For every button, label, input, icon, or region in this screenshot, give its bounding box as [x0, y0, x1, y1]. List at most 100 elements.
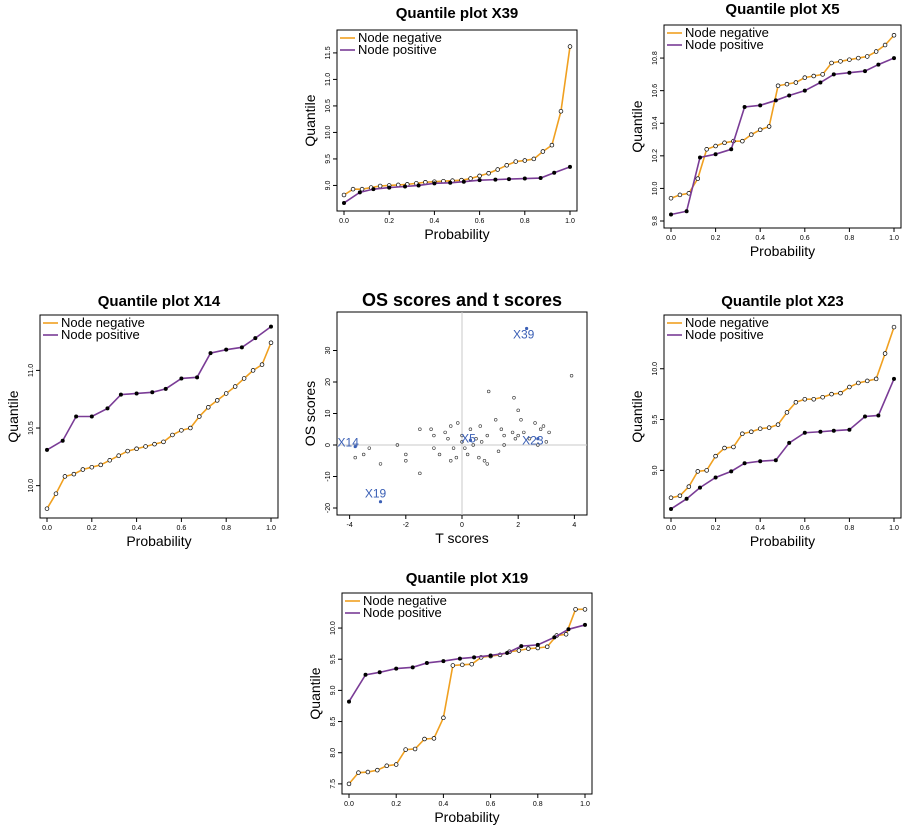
- data-point-node-positive: [493, 177, 498, 182]
- data-point-node-positive: [472, 655, 477, 660]
- scatter-point: [418, 471, 422, 476]
- scatter-point: [496, 449, 501, 453]
- data-point-node-negative: [829, 391, 834, 397]
- data-point-node-negative: [704, 147, 709, 152]
- chart-title: OS scores and t scores: [362, 290, 562, 310]
- scatter-point: [477, 455, 481, 460]
- legend-label: Node negative: [358, 30, 442, 45]
- x-tick-label: 0.8: [221, 525, 231, 532]
- data-point-node-positive: [60, 438, 65, 443]
- data-point-node-negative: [775, 83, 781, 89]
- data-point-node-negative: [365, 769, 371, 775]
- chart-title: Quantile plot X19: [406, 570, 529, 587]
- data-point-node-positive: [195, 375, 200, 380]
- data-point-node-positive: [831, 72, 836, 77]
- data-point-node-positive: [669, 506, 673, 511]
- x-tick-label: 1.0: [565, 218, 575, 225]
- data-point-node-positive: [697, 485, 702, 490]
- scatter-point: [378, 462, 383, 466]
- scatter-point: [463, 446, 467, 450]
- y-tick-label: 11.0: [325, 73, 332, 86]
- data-point-node-positive: [371, 187, 376, 192]
- data-point-node-positive: [552, 635, 557, 640]
- plot-frame: [336, 29, 578, 212]
- y-tick-label: 8.0: [330, 748, 337, 758]
- data-point-node-negative: [713, 143, 718, 149]
- data-point-node-negative: [563, 632, 569, 637]
- data-point-node-negative: [757, 426, 763, 431]
- data-point-node-negative: [450, 663, 456, 668]
- data-point-node-positive: [742, 461, 747, 466]
- y-tick-label: 10.0: [330, 621, 337, 635]
- data-point-node-negative: [375, 767, 380, 773]
- data-point-node-negative: [713, 453, 718, 459]
- data-point-node-negative: [873, 376, 879, 382]
- scatter-point: [471, 443, 475, 447]
- chart-title: Quantile plot X39: [396, 5, 519, 22]
- legend-label: Node negative: [61, 315, 145, 330]
- x-tick-label: -4: [347, 522, 353, 529]
- data-point-node-negative: [847, 384, 852, 390]
- y-axis-title: Quantile: [5, 390, 21, 442]
- legend-label: Node negative: [685, 315, 769, 330]
- legend-label: Node negative: [685, 25, 769, 40]
- y-tick-label: 10.6: [652, 84, 659, 98]
- data-point-node-negative: [766, 124, 772, 129]
- chart-panel-x23: Quantile plot X23 0.0 0.2 0.4 0.6 0.8 1.0 9.0 9.…: [629, 293, 902, 549]
- data-point-node-positive: [457, 656, 462, 661]
- data-point-node-positive: [347, 699, 351, 704]
- scatter-point: [429, 427, 433, 431]
- data-point-node-negative: [838, 59, 843, 64]
- x-tick-label: 0.4: [439, 801, 449, 808]
- data-point-node-positive: [669, 212, 673, 217]
- data-point-node-negative: [468, 176, 473, 181]
- y-tick-label: 9.5: [330, 654, 337, 664]
- scatter-point: [485, 433, 489, 438]
- data-point-node-positive: [684, 209, 689, 214]
- series-line-node-positive: [348, 624, 586, 703]
- data-point-node-negative: [495, 167, 500, 172]
- scatter-point: [446, 437, 450, 441]
- point-label-x23: X23: [522, 434, 544, 448]
- data-point-node-positive: [432, 181, 437, 186]
- x-axis-title: T scores: [435, 530, 488, 546]
- data-point-node-positive: [208, 351, 213, 356]
- point-label-x5: X5: [461, 431, 476, 445]
- x-tick-label: 0.6: [177, 525, 187, 532]
- data-point-node-negative: [516, 648, 522, 653]
- data-point-node-positive: [461, 179, 466, 184]
- data-point-node-positive: [477, 178, 482, 183]
- data-point-node-negative: [377, 183, 383, 189]
- scatter-point: [443, 430, 447, 435]
- series-line-node-negative: [46, 342, 272, 510]
- legend-label: Node negative: [363, 593, 447, 608]
- data-point-node-negative: [891, 324, 897, 330]
- data-point-node-negative: [784, 81, 790, 87]
- data-point-node-negative: [441, 715, 446, 721]
- y-axis-title: OS scores: [302, 381, 318, 446]
- plot-frame: [39, 314, 279, 519]
- data-point-node-positive: [403, 184, 408, 189]
- x-tick-label: 0.8: [845, 235, 855, 242]
- data-point-node-positive: [105, 406, 110, 411]
- data-point-node-negative: [134, 446, 139, 452]
- data-point-node-positive: [506, 177, 511, 182]
- data-point-node-positive: [697, 155, 702, 160]
- x-axis-title: Probability: [434, 809, 499, 825]
- data-point-node-negative: [856, 55, 861, 61]
- data-point-node-negative: [573, 607, 578, 612]
- data-point-node-negative: [775, 422, 781, 427]
- scatter-point: [460, 433, 464, 438]
- chart-panel-x5: Quantile plot X5 0.0 0.2 0.4 0.6 0.8 1.0 9.8 10.…: [629, 1, 902, 259]
- data-point-node-positive: [876, 62, 881, 67]
- data-point-node-negative: [250, 368, 256, 373]
- y-tick-label: 0: [325, 443, 332, 447]
- y-axis-title: Quantile: [307, 667, 323, 719]
- data-point-node-negative: [513, 159, 519, 164]
- data-point-node-positive: [583, 622, 587, 627]
- data-point-node-negative: [170, 432, 175, 438]
- data-point-node-negative: [116, 453, 121, 458]
- data-point-node-negative: [829, 60, 834, 66]
- scatter-point: [404, 452, 408, 457]
- x-tick-label: 4: [572, 522, 576, 529]
